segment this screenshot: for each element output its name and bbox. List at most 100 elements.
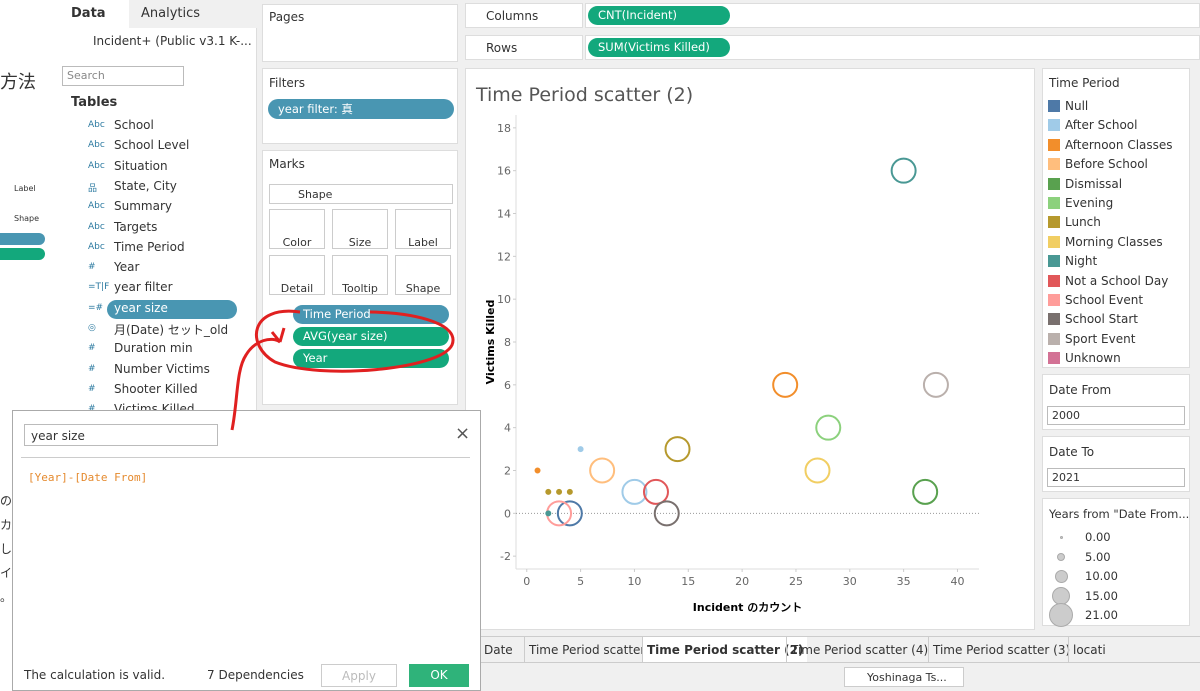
field: School Level	[114, 138, 190, 153]
field-icon: Abc	[88, 241, 105, 252]
field-icon: #	[88, 363, 96, 374]
shelf: Columns	[465, 3, 583, 28]
legend-swatch	[1048, 235, 1060, 248]
field-icon: =#	[88, 302, 104, 313]
legend-swatch	[1048, 197, 1060, 209]
user-menu: Yoshinaga Ts...	[844, 667, 964, 687]
card-title: Filters	[269, 76, 305, 90]
legend-label: Lunch	[1065, 215, 1101, 230]
field-icon: #	[88, 404, 96, 414]
point	[589, 457, 616, 484]
y-tick-label: 18	[497, 122, 511, 135]
sheet-tabs: Date Time Period scatter Time Period scatt…	[480, 636, 1200, 663]
field-icon: #	[88, 343, 96, 354]
mark-button: Label	[395, 209, 451, 249]
text-fragment: 。	[0, 590, 13, 604]
pill-fragment	[0, 248, 45, 260]
sheet-tab: Date	[484, 643, 513, 657]
x-tick-label: 0	[523, 575, 530, 588]
legend-label: School Start	[1065, 312, 1138, 327]
legend-swatch	[1048, 352, 1060, 365]
legend-swatch	[1048, 119, 1060, 132]
mark-button: Detail	[269, 255, 325, 295]
field: Duration min	[114, 341, 193, 356]
point	[922, 371, 949, 398]
view: Time Period scatter (2) Victims Killed Inc…	[465, 68, 1035, 630]
field-icon: #	[88, 383, 96, 394]
point	[556, 500, 583, 527]
legend-label: After School	[1065, 118, 1138, 133]
card-title: Marks	[269, 157, 305, 171]
legend-swatch	[1048, 158, 1060, 171]
shelf: Rows	[465, 35, 583, 60]
sheet-tab: Time Period scatter	[524, 637, 649, 663]
filter-pill: year filter: 真	[268, 99, 454, 119]
sheet-tab: Time Period scatter (4)	[786, 637, 932, 663]
field-icon: Abc	[88, 120, 105, 130]
point	[772, 371, 799, 398]
point	[566, 488, 573, 495]
legend-label: Null	[1065, 99, 1089, 113]
legend-label: Unknown	[1065, 351, 1121, 366]
point	[556, 488, 563, 495]
legend-label: Not a School Day	[1065, 273, 1169, 288]
point	[664, 436, 691, 463]
size-label: 10.00	[1085, 569, 1118, 583]
field-icon: 品	[88, 183, 98, 194]
y-tick-label: 10	[497, 293, 511, 306]
point	[577, 446, 584, 453]
field-icon: =T|F	[88, 282, 110, 293]
status: The calculation is valid.	[24, 668, 166, 682]
card-title: Pages	[269, 10, 305, 24]
point	[653, 500, 680, 527]
text-fragment: Label	[14, 184, 36, 193]
point	[545, 510, 552, 517]
ok-button[interactable]: OK	[409, 664, 469, 687]
legend-swatch	[1048, 138, 1060, 151]
y-tick-label: 2	[504, 464, 511, 477]
search-box: Search	[62, 66, 184, 86]
x-tick-label: 25	[789, 575, 803, 588]
legend-swatch	[1048, 216, 1060, 229]
size-label: 0.00	[1085, 530, 1111, 544]
size-swatch	[1054, 569, 1068, 583]
legend-swatch	[1048, 313, 1060, 326]
dependencies: 7 Dependencies	[207, 668, 304, 682]
row-pill: SUM(Victims Killed)	[588, 38, 730, 57]
field: Time Period	[114, 239, 185, 254]
chart-title: Time Period scatter (2)	[475, 84, 693, 106]
divider	[21, 457, 470, 458]
x-tick-label: 10	[627, 575, 641, 588]
size-swatch	[1049, 603, 1073, 627]
point	[815, 414, 842, 441]
legend-swatch	[1048, 332, 1060, 345]
legend-label: Dismissal	[1065, 176, 1123, 191]
size-swatch	[1059, 535, 1063, 539]
legend: Time Period Null After School Afternoon Cla…	[1042, 68, 1190, 368]
legend-label: Night	[1065, 254, 1098, 269]
legend-swatch	[1048, 274, 1060, 287]
field-icon: Abc	[88, 160, 105, 171]
filter-dropdown: 2021	[1047, 468, 1185, 487]
field: Number Victims	[114, 361, 210, 376]
field: Situation	[114, 158, 168, 173]
size-label: 21.00	[1085, 608, 1118, 622]
size-legend: Years from "Date From... 0.00 5.00 10.00 15.…	[1042, 498, 1190, 627]
field-icon: #	[88, 262, 96, 273]
y-tick-label: 4	[504, 422, 511, 435]
x-axis-label: Incident のカウント	[693, 601, 802, 614]
calc-dialog: year size × [Year]-[Date From] The calculat…	[12, 410, 481, 691]
point	[890, 157, 917, 184]
filter-title: Date From	[1049, 383, 1112, 397]
text-fragment: イ	[0, 566, 13, 580]
field: year size	[114, 300, 168, 315]
legend-title: Years from "Date From...	[1049, 507, 1190, 521]
field: Targets	[114, 219, 158, 234]
legend-swatch	[1048, 294, 1060, 306]
pill-fragment	[0, 233, 45, 245]
legend-label: School Event	[1065, 293, 1144, 307]
legend-label: Afternoon Classes	[1065, 137, 1173, 152]
x-tick-label: 5	[577, 575, 584, 588]
card	[262, 4, 458, 62]
